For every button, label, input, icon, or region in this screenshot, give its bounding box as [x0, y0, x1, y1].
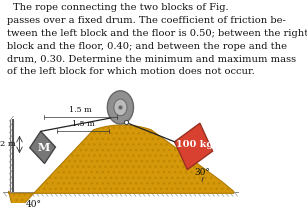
Text: The rope connecting the two blocks of Fig.: The rope connecting the two blocks of Fi…	[13, 3, 228, 12]
Text: 40°: 40°	[26, 200, 42, 208]
Circle shape	[114, 99, 127, 116]
Text: passes over a fixed drum. The coefficient of friction be-: passes over a fixed drum. The coefficien…	[7, 16, 286, 25]
Polygon shape	[9, 125, 234, 208]
Text: drum, 0.30. Determine the minimum and maximum mass: drum, 0.30. Determine the minimum and ma…	[7, 54, 296, 63]
Text: 1.5 m: 1.5 m	[72, 120, 94, 128]
Text: 1.5 m: 1.5 m	[69, 106, 91, 114]
Text: 30°: 30°	[194, 168, 210, 177]
Text: 2 m: 2 m	[0, 140, 16, 149]
Text: block and the floor, 0.40; and between the rope and the: block and the floor, 0.40; and between t…	[7, 42, 287, 51]
Polygon shape	[30, 131, 56, 163]
Text: 100 kg: 100 kg	[177, 140, 214, 149]
Text: tween the left block and the floor is 0.50; between the right: tween the left block and the floor is 0.…	[7, 29, 307, 38]
Polygon shape	[175, 123, 213, 170]
Circle shape	[107, 91, 134, 124]
Text: M: M	[37, 142, 50, 153]
Text: of the left block for which motion does not occur.: of the left block for which motion does …	[7, 67, 255, 76]
